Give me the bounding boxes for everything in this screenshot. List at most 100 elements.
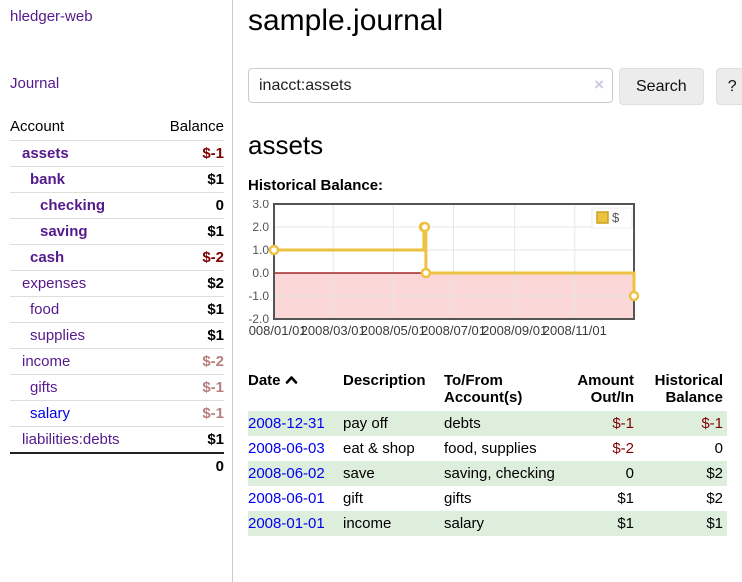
account-link-liabilities-debts[interactable]: liabilities:debts	[22, 431, 120, 448]
account-row: expenses $2	[10, 270, 224, 297]
transaction-accounts: food, supplies	[444, 440, 537, 457]
account-link-cash[interactable]: cash	[30, 249, 65, 266]
transaction-date-link[interactable]: 2008-01-01	[248, 515, 325, 532]
transaction-row[interactable]: 2008-06-03 eat & shop food, supplies $-2…	[248, 436, 727, 461]
transaction-amount: $1	[617, 515, 634, 532]
description-header: Description	[343, 372, 426, 389]
account-balance: $1	[153, 166, 224, 193]
balance-header: Historical Balance	[654, 372, 723, 406]
page-title: sample.journal	[248, 4, 444, 37]
svg-text:3.0: 3.0	[252, 200, 269, 211]
svg-text:2008/03/01: 2008/03/01	[301, 323, 366, 338]
account-link-saving[interactable]: saving	[40, 223, 88, 240]
account-row: bank $1	[10, 166, 224, 193]
sort-ascending-icon	[285, 372, 298, 389]
svg-text:1.0: 1.0	[252, 243, 269, 257]
transaction-amount: $-2	[612, 440, 634, 457]
svg-text:0.0: 0.0	[252, 266, 269, 280]
svg-text:2008/09/01: 2008/09/01	[482, 323, 547, 338]
transaction-description: eat & shop	[343, 440, 415, 457]
total-balance: 0	[153, 452, 224, 479]
transaction-balance: $-1	[701, 415, 723, 432]
transaction-accounts: debts	[444, 415, 481, 432]
svg-text:2008/05/01: 2008/05/01	[361, 323, 426, 338]
transaction-date-link[interactable]: 2008-06-02	[248, 465, 325, 482]
account-row: income $-2	[10, 348, 224, 375]
transaction-accounts: salary	[444, 515, 485, 532]
transaction-row[interactable]: 2008-06-02 save saving, checking 0 $2	[248, 461, 727, 486]
help-button[interactable]: ?	[715, 68, 742, 105]
account-link-checking[interactable]: checking	[40, 197, 106, 214]
account-row: cash $-2	[10, 244, 224, 271]
historical-balance-chart[interactable]: 3.0 2.0 1.0 0.0 -1.0 -2.02008/01/012008/03/01…	[241, 197, 727, 355]
account-row: supplies $1	[10, 322, 224, 349]
account-balance: $-2	[153, 348, 224, 375]
amount-header: Amount Out/In	[577, 372, 634, 406]
search-input[interactable]	[248, 68, 613, 103]
sort-by-date-header[interactable]: Date	[248, 369, 343, 411]
tofrom-header: To/From Account(s)	[444, 372, 523, 406]
account-row: salary $-1	[10, 400, 224, 427]
svg-text:$: $	[612, 210, 620, 225]
account-link-expenses[interactable]: expenses	[22, 275, 87, 292]
transaction-accounts: gifts	[444, 490, 472, 507]
transaction-row[interactable]: 2008-06-01 gift gifts $1 $2	[248, 486, 727, 511]
search-form: × Search ?	[248, 68, 742, 105]
account-link-assets[interactable]: assets	[22, 145, 69, 162]
transaction-date-link[interactable]: 2008-12-31	[248, 415, 325, 432]
svg-text:-2.0: -2.0	[248, 312, 269, 326]
account-balance: $-1	[153, 140, 224, 167]
register-table: Date Description To/From Account(s) Amoun…	[248, 369, 727, 536]
transaction-balance: 0	[714, 440, 723, 457]
transaction-description: pay off	[343, 415, 388, 432]
account-balance: $1	[153, 426, 224, 454]
transaction-accounts: saving, checking	[444, 465, 555, 482]
main-content: sample.journal × Search ? assets Histori…	[233, 0, 742, 582]
account-row: saving $1	[10, 218, 224, 245]
account-link-food[interactable]: food	[30, 301, 60, 318]
account-balance: $-1	[153, 374, 224, 401]
account-link-bank[interactable]: bank	[30, 171, 66, 188]
svg-text:2.0: 2.0	[252, 220, 269, 234]
clear-search-icon[interactable]: ×	[594, 75, 604, 94]
sidebar-item-journal[interactable]: Journal	[10, 75, 60, 92]
transaction-amount: $1	[617, 490, 634, 507]
account-balance: $1	[153, 296, 224, 323]
transaction-balance: $2	[706, 490, 723, 507]
search-button[interactable]: Search	[619, 68, 704, 105]
svg-text:2008/01/01: 2008/01/01	[248, 323, 307, 338]
account-link-supplies[interactable]: supplies	[30, 327, 86, 344]
account-balance: $2	[153, 270, 224, 297]
account-row: food $1	[10, 296, 224, 323]
svg-text:2008/07/01: 2008/07/01	[421, 323, 486, 338]
account-balance: $-1	[153, 400, 224, 427]
account-link-income[interactable]: income	[22, 353, 71, 370]
svg-text:-1.0: -1.0	[248, 289, 269, 303]
total-row: 0	[10, 452, 224, 479]
account-balance: $-2	[153, 244, 224, 271]
transaction-date-link[interactable]: 2008-06-01	[248, 490, 325, 507]
transaction-balance: $2	[706, 465, 723, 482]
account-balance: $1	[153, 218, 224, 245]
account-link-salary[interactable]: salary	[30, 405, 71, 422]
transaction-balance: $1	[706, 515, 723, 532]
svg-text:2008/11/01: 2008/11/01	[543, 323, 607, 338]
account-balance: $1	[153, 322, 224, 349]
sidebar: hledger-web Journal Account Balance asse…	[0, 0, 233, 582]
account-link-gifts[interactable]: gifts	[30, 379, 58, 396]
balance-column-header: Balance	[153, 114, 224, 141]
account-heading: assets	[248, 130, 324, 160]
account-balance: 0	[153, 192, 224, 219]
chart-canvas: 3.0 2.0 1.0 0.0 -1.0 -2.02008/01/012008/03/01…	[241, 197, 640, 338]
transaction-row[interactable]: 2008-01-01 income salary $1 $1	[248, 511, 727, 536]
register-header-row: Date Description To/From Account(s) Amoun…	[248, 369, 727, 411]
account-row: liabilities:debts $1	[10, 426, 224, 454]
app-brand-link[interactable]: hledger-web	[10, 8, 93, 25]
account-column-header: Account	[10, 114, 154, 141]
account-balance-table: Account Balance assets $-1 bank $1 check…	[10, 114, 224, 479]
transaction-date-link[interactable]: 2008-06-03	[248, 440, 325, 457]
account-row: gifts $-1	[10, 374, 224, 401]
account-row: checking 0	[10, 192, 224, 219]
chart-title: Historical Balance:	[248, 177, 384, 194]
transaction-row[interactable]: 2008-12-31 pay off debts $-1 $-1	[248, 411, 727, 436]
